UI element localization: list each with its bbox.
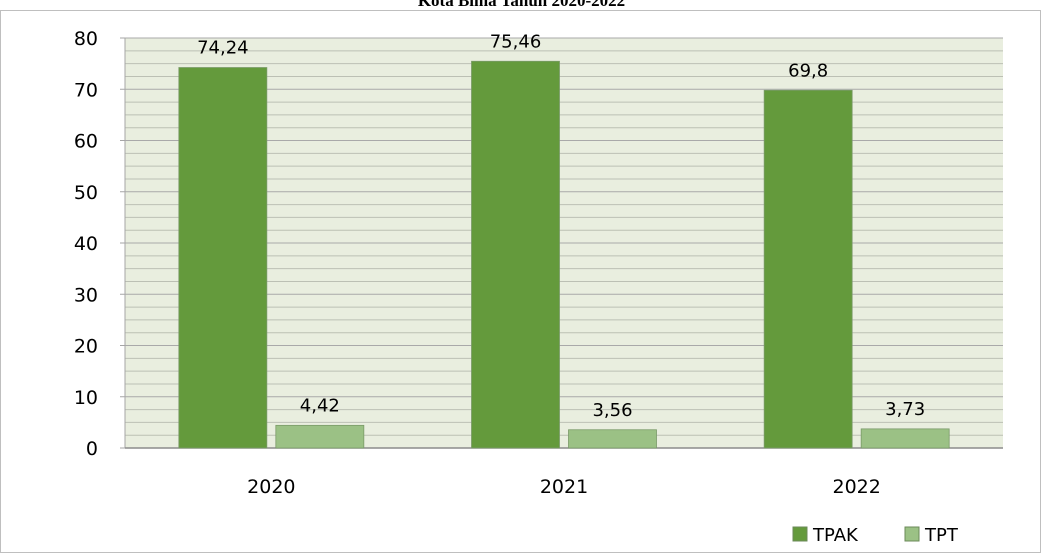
legend-swatch-tpak: [792, 526, 808, 542]
chart-frame: [0, 10, 1041, 553]
legend-swatch-tpt: [904, 526, 920, 542]
data-label-tpt-2022: 3,73: [885, 399, 925, 420]
y-tick-label: 50: [74, 182, 98, 204]
bar-tpak-2022: [763, 89, 853, 449]
data-label-tpak-2022: 69,8: [788, 60, 828, 81]
x-tick-label: 2022: [832, 476, 880, 498]
legend-label-tpak: TPAK: [812, 525, 859, 546]
y-tick-label: 70: [74, 79, 98, 101]
data-label-tpt-2021: 3,56: [592, 400, 632, 421]
legend-label-tpt: TPT: [924, 525, 959, 546]
y-tick-label: 40: [74, 233, 98, 255]
bar-tpt-2022: [860, 428, 950, 449]
y-tick-label: 20: [74, 336, 98, 358]
bar-tpt-2020: [275, 424, 365, 449]
chart-title: Kota Bima Tahun 2020-2022: [417, 0, 626, 10]
bar-tpt-2021: [568, 429, 657, 449]
y-tick-label: 0: [86, 438, 98, 460]
data-label-tpak-2021: 75,46: [490, 31, 542, 52]
x-tick-label: 2020: [247, 476, 295, 498]
x-tick-label: 2021: [540, 476, 588, 498]
data-label-tpak-2020: 74,24: [197, 38, 249, 59]
y-tick-label: 10: [74, 387, 98, 409]
y-tick-label: 60: [74, 131, 98, 153]
y-tick-label: 30: [74, 284, 98, 306]
y-tick-label: 80: [74, 28, 98, 50]
bar-tpak-2020: [178, 67, 268, 449]
bar-tpak-2021: [471, 60, 560, 449]
data-label-tpt-2020: 4,42: [300, 395, 340, 416]
